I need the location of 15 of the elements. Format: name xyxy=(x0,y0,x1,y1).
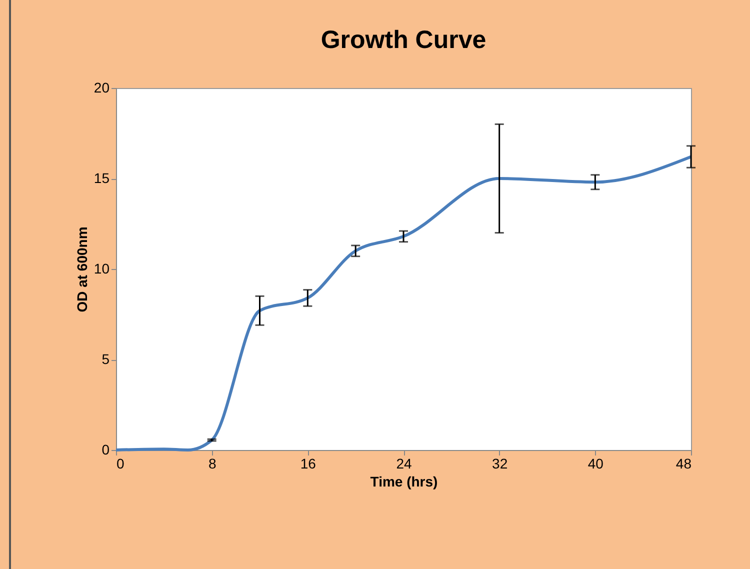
x-tick-label: 16 xyxy=(300,456,316,472)
y-tick-label: 0 xyxy=(102,442,110,458)
y-tick-label: 10 xyxy=(94,260,110,276)
x-tick-label: 8 xyxy=(208,456,216,472)
x-tick-label: 40 xyxy=(588,456,604,472)
y-axis-title: OD at 600nm xyxy=(74,226,90,312)
x-tick-label: 32 xyxy=(492,456,508,472)
y-tick-label: 20 xyxy=(94,80,110,96)
x-tick-label: 48 xyxy=(676,456,692,472)
x-tick-label: 0 xyxy=(116,456,124,472)
y-tick-label: 15 xyxy=(94,170,110,186)
y-tick-label: 5 xyxy=(102,351,110,367)
chart-title: Growth Curve xyxy=(320,26,486,54)
x-tick-label: 24 xyxy=(396,456,412,472)
x-axis-title: Time (hrs) xyxy=(370,474,438,490)
